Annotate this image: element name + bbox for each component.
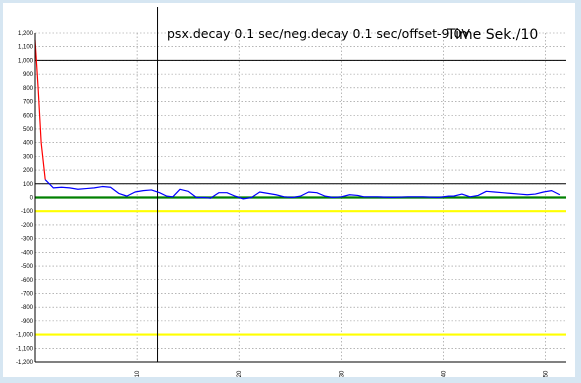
y-tick-label: -100 [21,209,34,215]
y-tick-label: 1,200 [18,31,34,37]
y-tick-label: -1,000 [16,333,34,339]
y-tick-label: 500 [23,127,34,133]
chart-title: psx.decay 0.1 sec/neg.decay 0.1 sec/offs… [167,26,470,41]
y-tick-label: 100 [23,182,34,188]
y-tick-label: 1,000 [18,58,34,64]
y-tick-label: 0 [30,196,34,202]
y-tick-label: 200 [23,168,34,174]
reference-lines [35,7,566,362]
series-line [44,179,364,200]
x-axis-ticks: 10 20 30 40 50 [135,370,549,377]
y-tick-label: -800 [21,305,34,311]
y-axis-ticks: 1,200 1,100 1,000 900 800 700 600 500 400 300 200 1… [16,31,34,366]
x-tick-label: 30 [339,370,345,377]
y-tick-label: 400 [23,141,34,147]
x-tick-label: 50 [544,370,550,377]
y-tick-label: 900 [23,72,34,78]
x-tick-label: 10 [135,370,141,377]
y-tick-label: 700 [23,100,34,106]
series-line [363,190,561,199]
y-tick-label: -1,100 [16,346,34,352]
time-axis-label: Time Sek./10 [446,27,538,43]
y-tick-label: 600 [23,113,34,119]
y-tick-label: -1,200 [16,360,34,366]
x-tick-label: 40 [441,370,447,377]
y-tick-label: -400 [21,250,34,256]
y-tick-label: -700 [21,291,34,297]
y-tick-label: 800 [23,86,34,92]
chart-svg: 1,2001,1001,0009008007006005004003002001… [16,7,566,377]
y-tick-label: 1,100 [18,45,34,51]
y-tick-label: -200 [21,223,34,229]
y-tick-label: -500 [21,264,34,270]
y-tick-label: 300 [23,154,34,160]
x-tick-label: 20 [237,370,243,377]
chart-panel: 1,200 1,100 1,000 900 800 700 600 500 400 300 200 1… [3,3,575,377]
y-tick-label: -600 [21,278,34,284]
series-lines [34,39,561,200]
series-line [34,39,46,180]
y-tick-label: -300 [21,237,34,243]
y-tick-label: -900 [21,319,34,325]
